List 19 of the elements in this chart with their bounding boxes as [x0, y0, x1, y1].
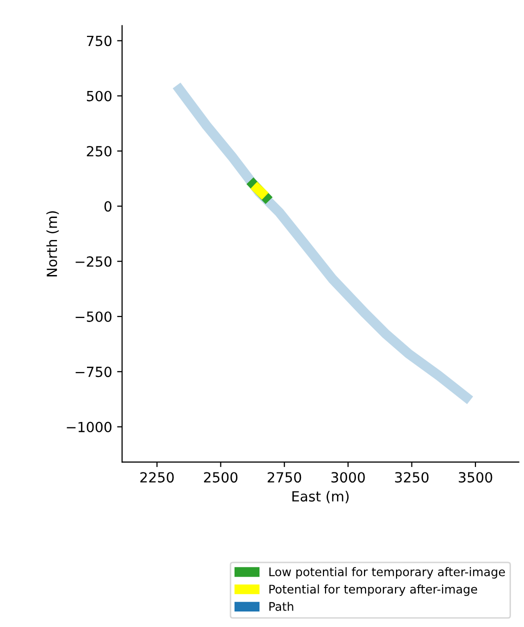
x-tick-label: 3250: [395, 472, 429, 483]
x-tick-label: 2500: [204, 472, 238, 483]
legend-label: Path: [269, 602, 294, 611]
x-axis-title: East (m): [292, 490, 349, 504]
x-tick-label: 2750: [268, 472, 302, 483]
y-tick-label: −1000: [66, 422, 112, 432]
y-tick-label: −500: [76, 311, 112, 322]
y-axis-title: North (m): [46, 211, 59, 276]
x-tick-label: 3500: [458, 472, 492, 483]
y-tick-label: 0: [104, 201, 112, 212]
legend-label: Potential for temporary after-image: [269, 584, 478, 596]
y-tick-label: −750: [76, 366, 112, 378]
y-tick-label: −250: [76, 256, 112, 267]
y-tick-label: 750: [87, 36, 112, 46]
x-tick-label: 2250: [140, 472, 174, 483]
y-tick-label: 250: [86, 146, 112, 156]
y-tick-label: 500: [86, 90, 112, 102]
legend-label: Low potential for temporary after-image: [269, 567, 505, 579]
x-tick-label: 3000: [331, 472, 365, 483]
